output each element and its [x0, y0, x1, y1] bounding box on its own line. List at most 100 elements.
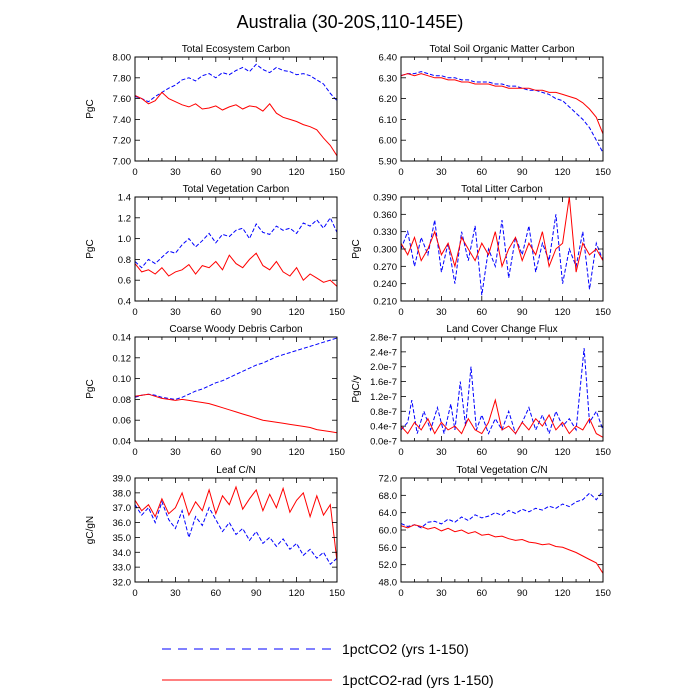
y-tick-label-total-soil-organic-matter-carbon: 6.30	[379, 73, 398, 84]
x-tick-label-total-litter-carbon: 150	[595, 307, 611, 318]
x-tick-label-coarse-woody-debris-carbon: 90	[251, 447, 262, 458]
y-axis-label-total-litter-carbon: PgC	[351, 239, 362, 258]
x-tick-label-coarse-woody-debris-carbon: 60	[211, 447, 222, 458]
y-tick-label-total-litter-carbon: 0.360	[373, 210, 397, 221]
series-line-1pctco2-yrs-1-150-total-ecosystem-carbon	[135, 63, 337, 103]
y-tick-label-total-ecosystem-carbon: 7.00	[113, 157, 132, 168]
plot-frame-land-cover-change-flux	[400, 336, 604, 442]
x-tick-label-coarse-woody-debris-carbon: 0	[132, 447, 137, 458]
y-tick-label-land-cover-change-flux: 0.4e-7	[370, 422, 397, 433]
series-line-1pctco2-yrs-1-150-total-litter-carbon	[401, 214, 603, 296]
y-tick-label-land-cover-change-flux: 0.8e-7	[370, 407, 397, 418]
x-tick-label-leaf-c-n: 150	[329, 588, 345, 599]
x-tick-label-total-soil-organic-matter-carbon: 30	[436, 167, 447, 178]
y-tick-label-total-vegetation-carbon: 1.0	[118, 234, 131, 245]
y-tick-label-total-vegetation-carbon: 0.4	[118, 297, 131, 308]
series-line-1pctco2-rad-yrs-1-150-total-soil-organic-matter-carbon	[401, 73, 603, 135]
y-tick-label-land-cover-change-flux: 1.6e-7	[370, 377, 397, 388]
panel-title-leaf-c-n: Leaf C/N	[216, 465, 255, 476]
y-tick-label-leaf-c-n: 39.0	[113, 474, 132, 485]
panel-coarse-woody-debris-carbon: Coarse Woody Debris Carbon PgC 0 30 60 90 120 1…	[85, 324, 345, 458]
y-tick-label-total-vegetation-c-n: 68.0	[379, 491, 398, 502]
series-line-1pctco2-rad-yrs-1-150-total-vegetation-c-n	[401, 524, 603, 574]
plot-frame-total-litter-carbon	[400, 196, 604, 302]
y-axis-label-coarse-woody-debris-carbon: PgC	[85, 379, 96, 398]
panel-title-total-vegetation-carbon: Total Vegetation Carbon	[183, 184, 290, 195]
x-tick-label-total-litter-carbon: 60	[477, 307, 488, 318]
x-tick-label-land-cover-change-flux: 60	[477, 447, 488, 458]
panel-title-total-litter-carbon: Total Litter Carbon	[461, 184, 543, 195]
series-line-1pctco2-rad-yrs-1-150-total-vegetation-carbon	[135, 252, 337, 287]
panel-title-total-vegetation-c-n: Total Vegetation C/N	[456, 465, 547, 476]
panel-title-total-soil-organic-matter-carbon: Total Soil Organic Matter Carbon	[429, 44, 574, 55]
plot-frame-coarse-woody-debris-carbon	[134, 336, 338, 442]
y-tick-label-total-vegetation-c-n: 56.0	[379, 543, 398, 554]
plot-frame-total-vegetation-c-n	[400, 477, 604, 583]
panel-land-cover-change-flux: Land Cover Change Flux PgC/y 0 30 60 90 120 150…	[351, 324, 611, 458]
x-tick-label-total-ecosystem-carbon: 60	[211, 167, 222, 178]
y-tick-label-total-vegetation-carbon: 0.8	[118, 255, 131, 266]
y-tick-label-coarse-woody-debris-carbon: 0.10	[113, 374, 132, 385]
x-tick-label-coarse-woody-debris-carbon: 30	[170, 447, 181, 458]
x-tick-label-total-litter-carbon: 120	[555, 307, 571, 318]
y-tick-label-leaf-c-n: 35.0	[113, 533, 132, 544]
y-tick-label-coarse-woody-debris-carbon: 0.04	[113, 437, 132, 448]
legend: 1pctCO2 (yrs 1-150) 1pctCO2-rad (yrs 1-1…	[162, 641, 494, 688]
panel-leaf-c-n: Leaf C/N gC/gN 0 30 60 90 120 150 32.0 33.0 34.0 35…	[85, 465, 345, 599]
x-tick-label-total-soil-organic-matter-carbon: 0	[398, 167, 403, 178]
x-tick-label-total-soil-organic-matter-carbon: 120	[555, 167, 571, 178]
y-tick-label-leaf-c-n: 37.0	[113, 503, 132, 514]
panel-grid: Total Ecosystem Carbon PgC 0 30 60 90 120 150 7.…	[85, 44, 611, 599]
x-tick-label-total-vegetation-c-n: 30	[436, 588, 447, 599]
y-tick-label-total-ecosystem-carbon: 7.20	[113, 136, 132, 147]
x-tick-label-coarse-woody-debris-carbon: 150	[329, 447, 345, 458]
series-line-1pctco2-rad-yrs-1-150-total-ecosystem-carbon	[135, 91, 337, 157]
y-axis-label-land-cover-change-flux: PgC/y	[351, 375, 362, 402]
x-tick-label-leaf-c-n: 0	[132, 588, 137, 599]
panel-total-litter-carbon: Total Litter Carbon PgC 0 30 60 90 120 150 0.210…	[351, 184, 611, 318]
y-tick-label-total-litter-carbon: 0.210	[373, 297, 397, 308]
y-tick-label-land-cover-change-flux: 0.0e-7	[370, 437, 397, 448]
x-tick-label-leaf-c-n: 30	[170, 588, 181, 599]
series-line-1pctco2-yrs-1-150-total-vegetation-c-n	[401, 490, 603, 529]
y-axis-label-total-vegetation-carbon: PgC	[85, 239, 96, 258]
x-tick-label-total-ecosystem-carbon: 90	[251, 167, 262, 178]
series-line-1pctco2-yrs-1-150-land-cover-change-flux	[401, 348, 603, 436]
y-tick-label-leaf-c-n: 38.0	[113, 488, 132, 499]
x-tick-label-total-vegetation-c-n: 90	[517, 588, 528, 599]
legend-label-1pctco2: 1pctCO2 (yrs 1-150)	[342, 641, 469, 657]
y-tick-label-total-vegetation-carbon: 1.2	[118, 213, 131, 224]
x-tick-label-total-vegetation-carbon: 120	[289, 307, 305, 318]
panel-total-vegetation-carbon: Total Vegetation Carbon PgC 0 30 60 90 120 150 0…	[85, 184, 345, 318]
y-tick-label-total-ecosystem-carbon: 7.60	[113, 94, 132, 105]
x-tick-label-land-cover-change-flux: 150	[595, 447, 611, 458]
y-tick-label-total-ecosystem-carbon: 8.00	[113, 53, 132, 64]
y-tick-label-total-vegetation-c-n: 60.0	[379, 526, 398, 537]
y-tick-label-leaf-c-n: 32.0	[113, 578, 132, 589]
x-tick-label-total-soil-organic-matter-carbon: 60	[477, 167, 488, 178]
x-tick-label-total-vegetation-carbon: 90	[251, 307, 262, 318]
y-tick-label-coarse-woody-debris-carbon: 0.14	[113, 333, 132, 344]
x-tick-label-land-cover-change-flux: 120	[555, 447, 571, 458]
y-tick-label-land-cover-change-flux: 1.2e-7	[370, 392, 397, 403]
series-line-1pctco2-rad-yrs-1-150-land-cover-change-flux	[401, 398, 603, 438]
x-tick-label-total-litter-carbon: 90	[517, 307, 528, 318]
y-tick-label-leaf-c-n: 36.0	[113, 518, 132, 529]
y-tick-label-total-vegetation-c-n: 64.0	[379, 508, 398, 519]
x-tick-label-leaf-c-n: 60	[211, 588, 222, 599]
y-tick-label-total-vegetation-c-n: 48.0	[379, 578, 398, 589]
x-tick-label-total-soil-organic-matter-carbon: 150	[595, 167, 611, 178]
panel-total-vegetation-c-n: Total Vegetation C/N 0 30 60 90 120 150 48.0 52.…	[379, 465, 611, 599]
y-tick-label-land-cover-change-flux: 2.4e-7	[370, 347, 397, 358]
x-tick-label-total-vegetation-c-n: 0	[398, 588, 403, 599]
x-tick-label-leaf-c-n: 90	[251, 588, 262, 599]
y-axis-label-leaf-c-n: gC/gN	[85, 516, 96, 544]
plot-frame-total-ecosystem-carbon	[134, 56, 338, 162]
y-tick-label-total-litter-carbon: 0.390	[373, 193, 397, 204]
y-tick-label-coarse-woody-debris-carbon: 0.12	[113, 353, 132, 364]
y-tick-label-coarse-woody-debris-carbon: 0.08	[113, 395, 132, 406]
series-line-1pctco2-yrs-1-150-coarse-woody-debris-carbon	[135, 337, 337, 400]
x-tick-label-total-litter-carbon: 0	[398, 307, 403, 318]
